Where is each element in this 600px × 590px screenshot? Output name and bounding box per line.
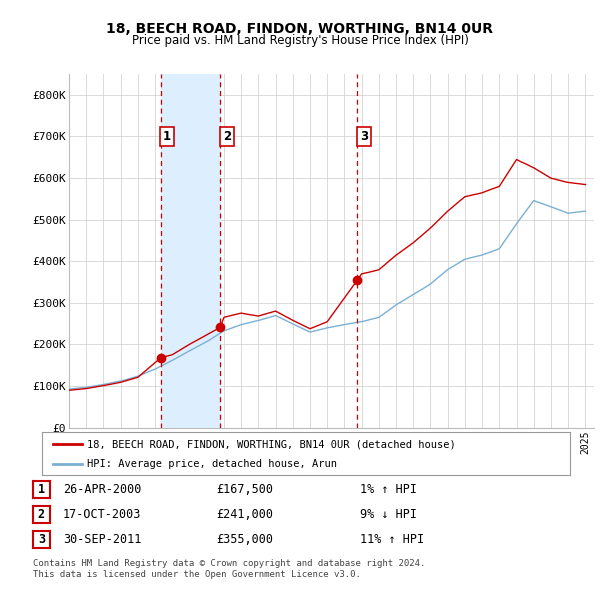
Text: £167,500: £167,500 — [216, 483, 273, 496]
Text: 2: 2 — [38, 508, 45, 521]
Text: 2: 2 — [223, 130, 231, 143]
Text: 30-SEP-2011: 30-SEP-2011 — [63, 533, 142, 546]
Text: 26-APR-2000: 26-APR-2000 — [63, 483, 142, 496]
Text: 18, BEECH ROAD, FINDON, WORTHING, BN14 0UR: 18, BEECH ROAD, FINDON, WORTHING, BN14 0… — [107, 22, 493, 36]
Text: 1% ↑ HPI: 1% ↑ HPI — [360, 483, 417, 496]
Text: £241,000: £241,000 — [216, 508, 273, 521]
Text: 9% ↓ HPI: 9% ↓ HPI — [360, 508, 417, 521]
Text: 18, BEECH ROAD, FINDON, WORTHING, BN14 0UR (detached house): 18, BEECH ROAD, FINDON, WORTHING, BN14 0… — [87, 440, 455, 450]
Text: 1: 1 — [163, 130, 171, 143]
Text: Contains HM Land Registry data © Crown copyright and database right 2024.
This d: Contains HM Land Registry data © Crown c… — [33, 559, 425, 579]
Bar — [161, 74, 220, 428]
Text: 3: 3 — [38, 533, 45, 546]
Text: 3: 3 — [360, 130, 368, 143]
Text: 11% ↑ HPI: 11% ↑ HPI — [360, 533, 424, 546]
Text: £355,000: £355,000 — [216, 533, 273, 546]
Text: Price paid vs. HM Land Registry's House Price Index (HPI): Price paid vs. HM Land Registry's House … — [131, 34, 469, 47]
Text: 1: 1 — [38, 483, 45, 496]
Text: HPI: Average price, detached house, Arun: HPI: Average price, detached house, Arun — [87, 460, 337, 469]
Text: 17-OCT-2003: 17-OCT-2003 — [63, 508, 142, 521]
